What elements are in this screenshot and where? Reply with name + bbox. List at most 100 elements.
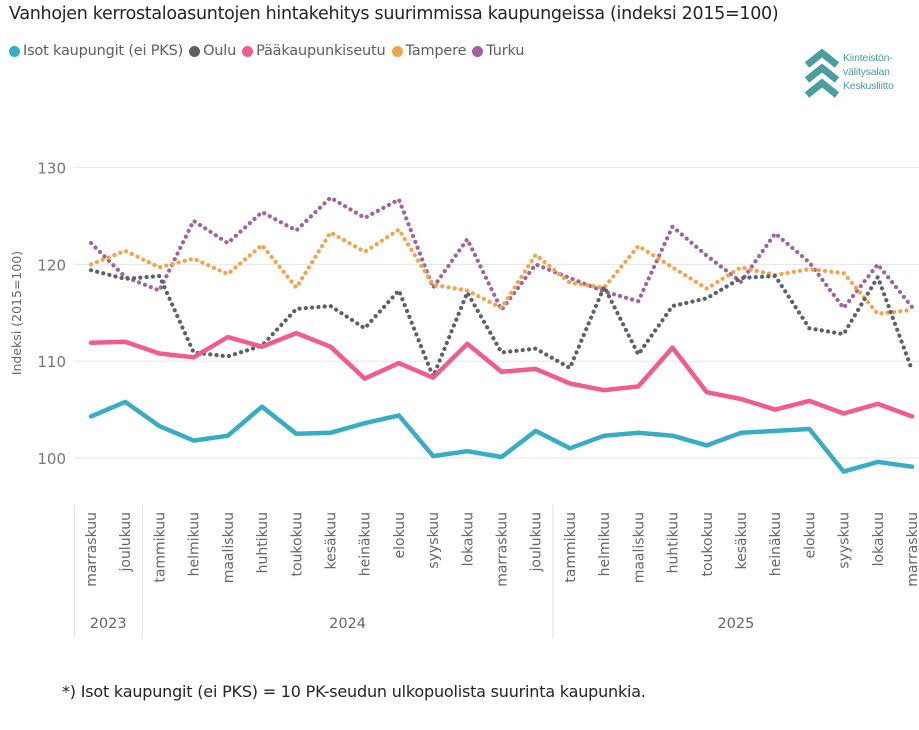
legend-item[interactable]: Turku — [472, 43, 524, 59]
data-point — [568, 276, 572, 280]
data-point — [807, 260, 811, 264]
data-point — [773, 429, 777, 433]
legend-label: Pääkaupunkiseutu — [256, 43, 386, 59]
x-tick-label: lokakuu — [871, 512, 887, 566]
data-point — [397, 289, 401, 293]
series-line-turku — [88, 195, 915, 312]
legend-marker-icon — [9, 45, 20, 57]
data-point — [431, 454, 435, 458]
data-point — [773, 274, 777, 278]
data-point — [328, 345, 332, 349]
data-point — [602, 388, 606, 392]
x-tick-label: huhtikuu — [255, 512, 271, 573]
legend-item[interactable]: Oulu — [189, 43, 236, 59]
y-tick-label: 110 — [37, 353, 66, 371]
data-point — [807, 267, 811, 271]
data-point — [226, 241, 230, 245]
legend-label: Isot kaupungit (ei PKS) — [23, 43, 184, 59]
data-point — [294, 331, 298, 335]
data-point — [226, 354, 230, 358]
data-point — [876, 262, 880, 266]
data-point — [705, 287, 709, 291]
data-point — [568, 281, 572, 285]
data-point — [842, 411, 846, 415]
data-point — [671, 434, 675, 438]
x-tick-label: tammikuu — [152, 512, 168, 583]
data-point — [739, 265, 743, 269]
data-point — [705, 443, 709, 447]
x-tick-label: kesäkuu — [323, 512, 339, 570]
data-point — [739, 276, 743, 280]
data-point — [89, 268, 93, 272]
data-point — [465, 290, 469, 294]
data-point — [397, 228, 401, 232]
data-point — [773, 231, 777, 235]
data-point — [602, 285, 606, 289]
data-point — [876, 460, 880, 464]
data-point — [294, 229, 298, 233]
data-point — [363, 326, 367, 330]
data-point — [89, 262, 93, 266]
data-point — [123, 249, 127, 253]
data-point — [363, 377, 367, 381]
legend-item[interactable]: Pääkaupunkiseutu — [242, 43, 386, 59]
x-tick-label: huhtikuu — [666, 512, 682, 573]
legend-item[interactable]: Isot kaupungit (ei PKS) — [9, 43, 183, 59]
data-point — [876, 402, 880, 406]
x-tick-label: heinäkuu — [358, 512, 374, 576]
data-point — [397, 198, 401, 202]
data-point — [294, 432, 298, 436]
data-point — [807, 427, 811, 431]
data-point — [465, 237, 469, 241]
data-point — [328, 230, 332, 234]
data-point — [842, 306, 846, 310]
data-point — [807, 399, 811, 403]
logo: Kiinteistön- välitysalan Keskusliitto — [804, 48, 914, 100]
x-tick-label: helmikuu — [187, 512, 203, 576]
data-point — [260, 405, 264, 409]
data-point — [328, 304, 332, 308]
x-tick-label: elokuu — [392, 512, 408, 559]
x-tick-label: marraskuu — [905, 512, 919, 587]
data-point — [89, 414, 93, 418]
x-tick-label: joulukuu — [529, 512, 545, 573]
data-point — [123, 400, 127, 404]
y-tick-label: 100 — [37, 450, 66, 468]
data-point — [363, 250, 367, 254]
data-point — [500, 306, 504, 310]
data-point — [123, 277, 127, 281]
logo-line: Kiinteistön- — [843, 52, 893, 64]
data-point — [636, 244, 640, 248]
data-point — [294, 286, 298, 290]
x-tick-label: tammikuu — [563, 512, 579, 583]
logo-text: Kiinteistön- välitysalan Keskusliitto — [843, 51, 894, 93]
data-point — [260, 243, 264, 247]
data-point — [636, 299, 640, 303]
series-line-pääkaupunkiseutu — [88, 330, 915, 419]
legend-item[interactable]: Tampere — [391, 43, 466, 59]
x-tick-label: helmikuu — [597, 512, 613, 576]
data-point — [671, 265, 675, 269]
x-tick-label: marraskuu — [84, 512, 100, 587]
data-point — [773, 408, 777, 412]
data-point — [431, 376, 435, 380]
data-point — [910, 368, 914, 372]
x-tick-label: maaliskuu — [221, 512, 237, 583]
x-tick-label: lokakuu — [460, 512, 476, 566]
x-tick-label: toukokuu — [289, 512, 305, 577]
data-point — [157, 289, 161, 293]
data-point — [636, 384, 640, 388]
data-point — [876, 312, 880, 316]
data-point — [534, 429, 538, 433]
data-point — [89, 241, 93, 245]
data-point — [465, 449, 469, 453]
legend-marker-icon — [472, 45, 484, 57]
data-point — [842, 271, 846, 275]
logo-line: välitysalan — [843, 66, 890, 78]
data-point — [568, 381, 572, 385]
data-point — [636, 431, 640, 435]
data-point — [157, 274, 161, 278]
data-point — [192, 257, 196, 261]
footnote: *) Isot kaupungit (ei PKS) = 10 PK-seudu… — [62, 682, 646, 701]
